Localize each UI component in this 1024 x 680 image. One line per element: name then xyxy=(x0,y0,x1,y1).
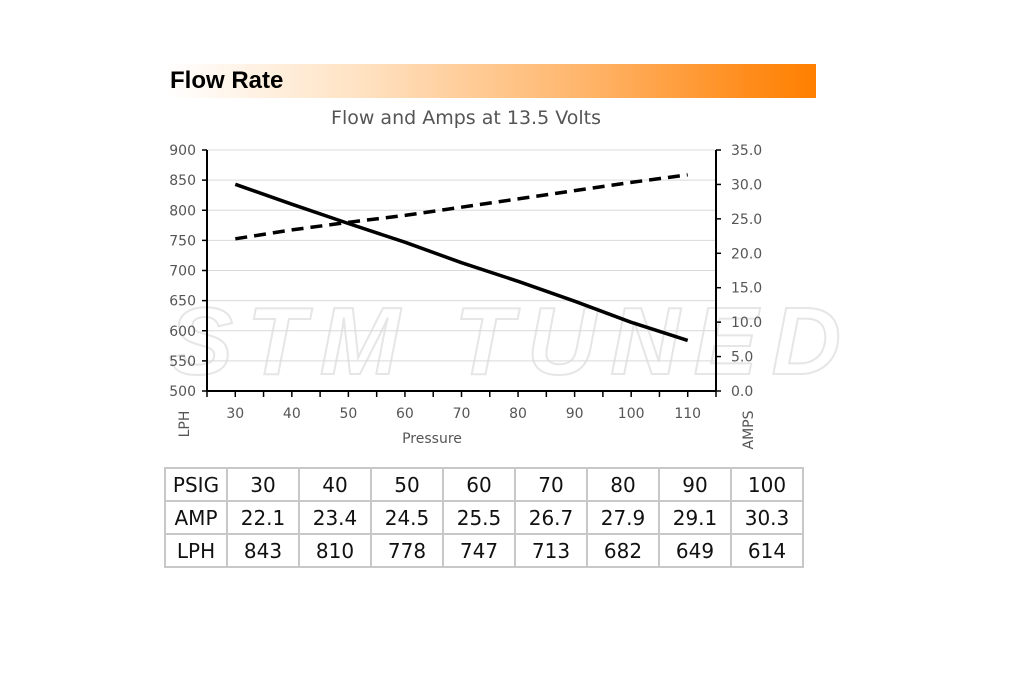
x-tick-label: 40 xyxy=(283,406,301,422)
table-cell: 23.4 xyxy=(298,500,372,535)
table-row: AMP 22.1 23.4 24.5 25.5 26.7 27.9 29.1 3… xyxy=(164,500,804,535)
table-cell: 50 xyxy=(370,467,444,502)
table-row: PSIG 30 40 50 60 70 80 90 100 xyxy=(164,467,804,502)
y-tick-label: 800 xyxy=(169,203,196,219)
y2-tick-label: 35.0 xyxy=(731,143,762,159)
table-cell: 22.1 xyxy=(226,500,300,535)
y-tick-label: 650 xyxy=(169,294,196,310)
series-lines xyxy=(234,173,689,343)
row-header: AMP xyxy=(164,500,228,535)
table-cell: 27.9 xyxy=(586,500,660,535)
row-header: PSIG xyxy=(164,467,228,502)
banner-title: Flow Rate xyxy=(170,67,284,94)
y-tick-label: 900 xyxy=(169,143,196,159)
table-cell: 30 xyxy=(226,467,300,502)
y2-tick-label: 25.0 xyxy=(731,212,762,228)
table-cell: 682 xyxy=(586,533,660,568)
table-cell: 649 xyxy=(658,533,732,568)
table-cell: 25.5 xyxy=(442,500,516,535)
tick-labels: 500 550 600 650 700 750 800 850 900 0.0 5.0 10.0 15.… xyxy=(169,143,762,422)
y2-tick-label: 15.0 xyxy=(731,281,762,297)
x-tick-label: 80 xyxy=(509,406,527,422)
y-tick-label: 700 xyxy=(169,264,196,280)
table-cell: 70 xyxy=(514,467,588,502)
data-table: PSIG 30 40 50 60 70 80 90 100 AMP 22.1 2… xyxy=(164,467,804,568)
table-row: LPH 843 810 778 747 713 682 649 614 xyxy=(164,533,804,568)
y2-axis-label: AMPS xyxy=(741,410,757,449)
x-tick-label: 70 xyxy=(453,406,471,422)
y2-tick-label: 20.0 xyxy=(731,246,762,262)
table-cell: 30.3 xyxy=(730,500,804,535)
table-cell: 614 xyxy=(730,533,804,568)
table-cell: 713 xyxy=(514,533,588,568)
y-tick-label: 600 xyxy=(169,324,196,340)
x-tick-label: 50 xyxy=(339,406,357,422)
x-axis-label: Pressure xyxy=(402,431,462,447)
table-cell: 26.7 xyxy=(514,500,588,535)
table-cell: 60 xyxy=(442,467,516,502)
table-cell: 778 xyxy=(370,533,444,568)
table-cell: 810 xyxy=(298,533,372,568)
x-tick-label: 90 xyxy=(566,406,584,422)
y2-tick-label: 5.0 xyxy=(731,350,753,366)
x-tick-label: 100 xyxy=(618,406,645,422)
lph-series-line xyxy=(234,182,689,343)
y2-tick-label: 10.0 xyxy=(731,315,762,331)
row-header: LPH xyxy=(164,533,228,568)
table-cell: 40 xyxy=(298,467,372,502)
table-cell: 24.5 xyxy=(370,500,444,535)
grid-lines xyxy=(207,149,716,362)
table-cell: 90 xyxy=(658,467,732,502)
axes xyxy=(202,149,721,397)
table-cell: 29.1 xyxy=(658,500,732,535)
x-tick-label: 110 xyxy=(674,406,701,422)
chart-title: Flow and Amps at 13.5 Volts xyxy=(331,107,601,129)
table-cell: 80 xyxy=(586,467,660,502)
table-cell: 747 xyxy=(442,533,516,568)
table-cell: 843 xyxy=(226,533,300,568)
y-tick-label: 550 xyxy=(169,354,196,370)
y2-tick-label: 0.0 xyxy=(731,384,753,400)
amps-series-line xyxy=(235,173,688,241)
y-tick-label: 850 xyxy=(169,173,196,189)
y-tick-label: 500 xyxy=(169,384,196,400)
y2-tick-label: 30.0 xyxy=(731,177,762,193)
x-tick-label: 60 xyxy=(396,406,414,422)
table-cell: 100 xyxy=(730,467,804,502)
y-tick-label: 750 xyxy=(169,233,196,249)
y-axis-label: LPH xyxy=(177,411,193,438)
x-tick-label: 30 xyxy=(226,406,244,422)
flow-amps-chart: Flow and Amps at 13.5 Volts 500 550 600 650… xyxy=(169,107,762,450)
header-banner: Flow Rate xyxy=(166,64,816,98)
